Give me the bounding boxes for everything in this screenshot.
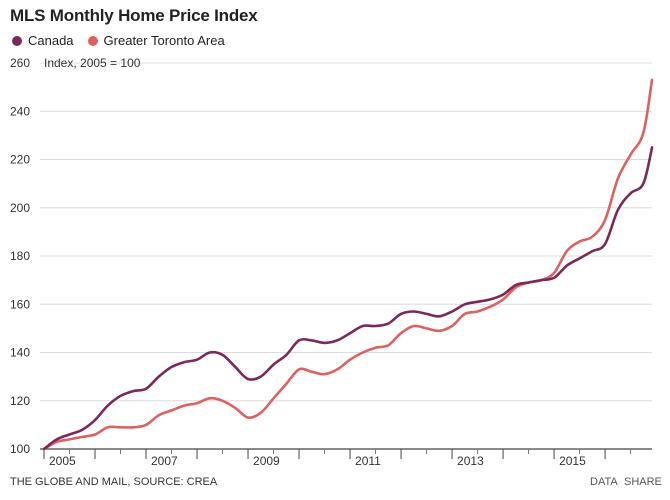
y-tick-label: 100 [10, 442, 30, 456]
legend-label-canada: Canada [28, 33, 74, 48]
y-tick-label: 240 [10, 104, 30, 118]
series-line-gta [42, 78, 654, 451]
y-tick-label: 220 [10, 153, 30, 167]
chart-title: MLS Monthly Home Price Index [10, 6, 258, 25]
series-line-canada [42, 146, 654, 451]
legend-swatch-canada [12, 35, 22, 46]
x-tick-label: 2007 [151, 454, 178, 468]
legend: Canada Greater Toronto Area [12, 33, 225, 48]
x-tick-label: 2011 [355, 454, 381, 468]
y-tick-label: 120 [10, 394, 30, 408]
y-axis-label: Index, 2005 = 100 [44, 56, 141, 70]
x-tick-label: 2013 [457, 454, 484, 468]
y-tick-label: 180 [10, 249, 30, 263]
x-tick-label: 2015 [559, 454, 586, 468]
source-note: THE GLOBE AND MAIL, SOURCE: CREA [10, 476, 218, 488]
legend-swatch-gta [87, 35, 98, 46]
legend-label-gta: Greater Toronto Area [103, 33, 225, 48]
y-tick-label: 200 [10, 201, 30, 215]
x-tick-label: 2009 [253, 454, 280, 468]
data-link[interactable]: DATA [590, 476, 618, 488]
y-tick-label: 140 [10, 346, 30, 360]
y-tick-label: 160 [10, 297, 30, 311]
x-tick-label: 2005 [49, 454, 76, 468]
legend-item-gta: Greater Toronto Area [87, 33, 225, 48]
legend-item-canada: Canada [12, 33, 74, 48]
share-link[interactable]: SHARE [624, 476, 662, 488]
y-tick-label: 260 [10, 56, 30, 70]
